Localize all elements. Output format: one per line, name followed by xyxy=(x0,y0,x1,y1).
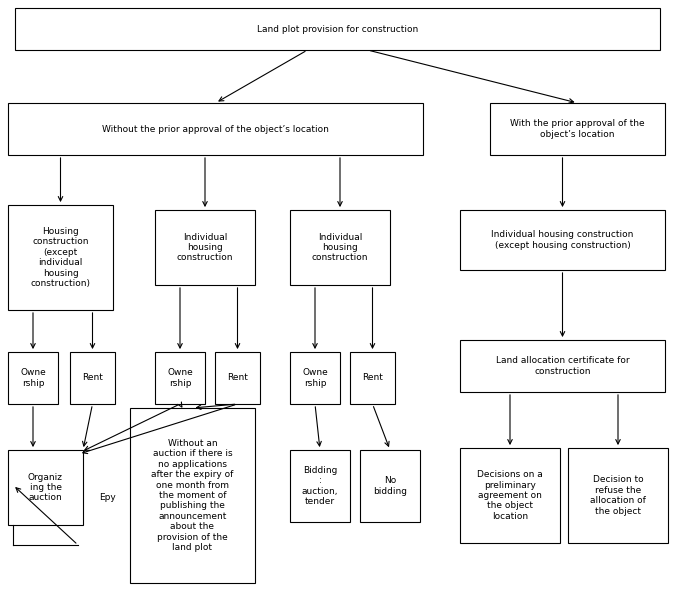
Text: Individual housing construction
(except housing construction): Individual housing construction (except … xyxy=(491,231,634,249)
Text: Decisions on a
preliminary
agreement on
the object
location: Decisions on a preliminary agreement on … xyxy=(477,470,543,521)
Text: Owne
rship: Owne rship xyxy=(167,368,193,388)
Bar xyxy=(350,352,395,404)
Bar xyxy=(460,448,560,543)
Text: Owne
rship: Owne rship xyxy=(20,368,46,388)
Bar xyxy=(460,340,665,392)
Text: Land plot provision for construction: Land plot provision for construction xyxy=(257,24,418,34)
Text: Housing
construction
(except
individual
housing
construction): Housing construction (except individual … xyxy=(30,227,90,288)
Text: Without an
auction if there is
no applications
after the expiry of
one month fro: Without an auction if there is no applic… xyxy=(151,439,234,552)
Text: Owne
rship: Owne rship xyxy=(302,368,328,388)
Bar xyxy=(215,352,260,404)
Text: No
bidding: No bidding xyxy=(373,476,407,496)
Text: Rent: Rent xyxy=(362,373,383,382)
Bar xyxy=(290,450,350,522)
Text: Rent: Rent xyxy=(82,373,103,382)
Bar xyxy=(130,408,255,583)
Bar xyxy=(155,352,205,404)
Bar xyxy=(360,450,420,522)
Bar xyxy=(568,448,668,543)
Text: Epy: Epy xyxy=(99,492,115,501)
Text: With the prior approval of the
object’s location: With the prior approval of the object’s … xyxy=(510,120,645,138)
Bar xyxy=(8,450,83,525)
Bar xyxy=(8,205,113,310)
Text: Land allocation certificate for
construction: Land allocation certificate for construc… xyxy=(495,356,629,376)
Bar xyxy=(490,103,665,155)
Text: Without the prior approval of the object’s location: Without the prior approval of the object… xyxy=(102,124,329,134)
Text: Bidding
:
auction,
tender: Bidding : auction, tender xyxy=(302,466,338,506)
Bar xyxy=(8,103,423,155)
Bar xyxy=(15,8,660,50)
Text: Rent: Rent xyxy=(227,373,248,382)
Bar xyxy=(155,210,255,285)
Bar xyxy=(290,210,390,285)
Text: Individual
housing
construction: Individual housing construction xyxy=(177,232,234,262)
Text: Organiz
ing the
auction: Organiz ing the auction xyxy=(28,473,63,503)
Text: Decision to
refuse the
allocation of
the object: Decision to refuse the allocation of the… xyxy=(590,475,646,515)
Bar xyxy=(460,210,665,270)
Text: Individual
housing
construction: Individual housing construction xyxy=(312,232,369,262)
Bar xyxy=(8,352,58,404)
Bar xyxy=(70,352,115,404)
Bar xyxy=(290,352,340,404)
